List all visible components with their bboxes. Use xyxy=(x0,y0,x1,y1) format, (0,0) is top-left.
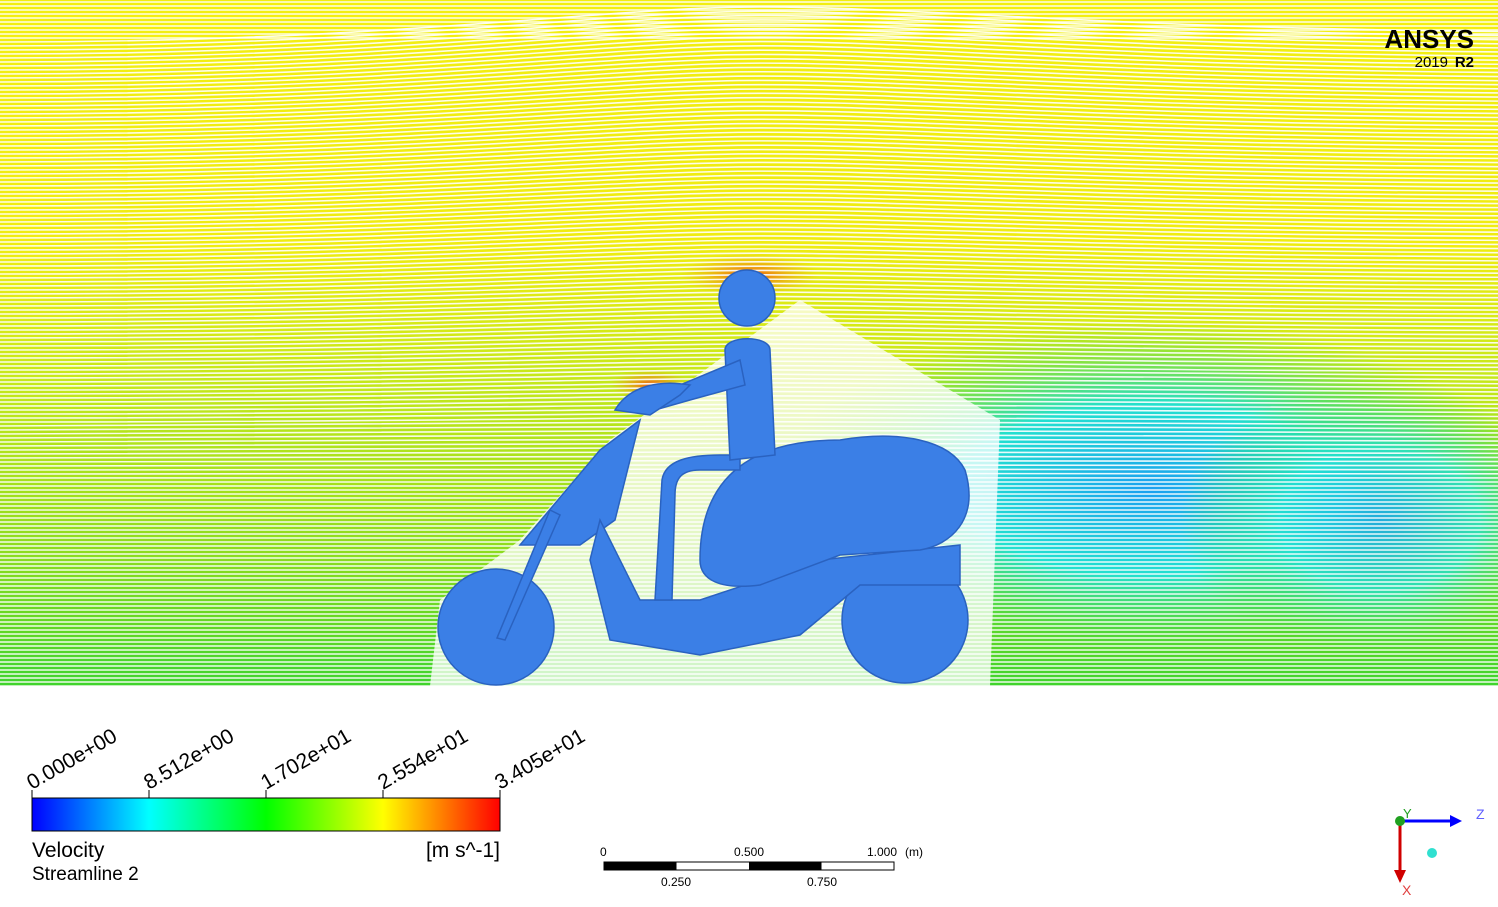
triad-label: Y xyxy=(1403,806,1412,821)
color-legend: 0.000e+00 8.512e+00 1.702e+01 2.554e+01 3.40… xyxy=(23,724,589,885)
streamline-gap xyxy=(0,14,1498,51)
scale-label: 0.250 xyxy=(661,875,691,889)
streamline-gap xyxy=(0,109,1498,139)
streamline-gap xyxy=(0,217,1498,239)
streamline-gap xyxy=(0,148,1498,175)
streamline-gap xyxy=(0,118,1498,147)
streamline-gap xyxy=(0,204,1498,227)
scale-bar: 0 0.500 1.000 (m) 0.250 0.750 xyxy=(600,845,923,889)
streamline-gap xyxy=(0,45,1498,79)
streamline-gap xyxy=(0,122,1498,151)
streamline-gap xyxy=(0,226,1498,247)
axis-triad: Y Z X xyxy=(1394,806,1485,898)
colorbar-label: 2.554e+01 xyxy=(374,724,472,794)
ansys-logo: ANSYS 2019 R2 xyxy=(1384,24,1474,71)
streamline-gap xyxy=(0,161,1498,187)
streamline-gap xyxy=(0,170,1498,195)
streamline-gap xyxy=(0,79,1498,111)
streamline-gap xyxy=(0,191,1498,215)
streamline-gap xyxy=(0,144,1498,171)
streamline-gap xyxy=(0,269,1498,287)
logo-brand: ANSYS xyxy=(1384,24,1474,54)
streamline-gap xyxy=(0,157,1498,183)
streamline-gap xyxy=(0,62,1498,95)
streamline-gap xyxy=(0,92,1498,123)
logo-release: R2 xyxy=(1455,54,1474,71)
legend-units: [m s^-1] xyxy=(426,839,500,862)
streamline-gap xyxy=(0,196,1498,219)
streamline-gap xyxy=(0,174,1498,199)
streamline-gap xyxy=(0,36,1498,71)
streamline-gap xyxy=(0,57,1498,91)
streamline-gap xyxy=(0,32,1498,67)
streamline-gap xyxy=(0,23,1498,59)
streamline-gap xyxy=(0,96,1498,127)
streamline-gap xyxy=(0,53,1498,87)
streamline-gap xyxy=(0,127,1498,155)
streamline-gap xyxy=(0,209,1498,231)
colorbar-label: 1.702e+01 xyxy=(257,724,355,794)
streamline-gap xyxy=(0,243,1498,263)
streamline-gap xyxy=(0,256,1498,275)
streamline-gap xyxy=(0,235,1498,255)
streamline-gap xyxy=(0,135,1498,163)
streamline-gap xyxy=(0,140,1498,167)
triad-label: X xyxy=(1402,882,1412,898)
streamline-gap xyxy=(0,261,1498,279)
scale-label: 0.750 xyxy=(807,875,837,889)
scale-unit: (m) xyxy=(905,845,923,859)
colorbar-label: 8.512e+00 xyxy=(140,724,238,794)
triad-label: Z xyxy=(1476,806,1485,822)
streamline-gap xyxy=(0,131,1498,159)
streamline-gap xyxy=(0,70,1498,103)
legend-object: Streamline 2 xyxy=(32,864,139,885)
scale-label: 0.500 xyxy=(734,845,764,859)
streamline-gap xyxy=(0,178,1498,203)
streamline-gap xyxy=(0,10,1498,47)
streamline-gap xyxy=(0,40,1498,75)
streamline-gap xyxy=(0,75,1498,107)
streamline-gap xyxy=(0,165,1498,191)
streamline-gap xyxy=(0,183,1498,207)
streamline-gap xyxy=(0,19,1498,55)
streamline-gap xyxy=(0,101,1498,131)
streamline-gap xyxy=(0,239,1498,259)
streamline-gap xyxy=(0,187,1498,211)
colorbar-label: 3.405e+01 xyxy=(491,724,589,794)
streamline-gap xyxy=(0,252,1498,271)
streamline-gap xyxy=(0,105,1498,135)
colorbar xyxy=(31,797,501,832)
colorbar-label: 0.000e+00 xyxy=(23,724,121,794)
scooter-model xyxy=(437,269,970,686)
streamline-gap xyxy=(0,248,1498,267)
streamline-gap xyxy=(0,265,1498,283)
streamline-gap xyxy=(0,6,1498,43)
streamline-gap xyxy=(0,27,1498,63)
scale-label: 1.000 xyxy=(867,845,897,859)
streamline-gap xyxy=(0,222,1498,243)
streamline-gap xyxy=(0,213,1498,235)
streamline-gap xyxy=(0,49,1498,83)
scale-label: 0 xyxy=(600,845,607,859)
streamline-gap xyxy=(0,66,1498,99)
streamline-gap xyxy=(0,230,1498,251)
streamline-gap xyxy=(0,153,1498,179)
streamline-gap xyxy=(0,114,1498,143)
streamline-gap xyxy=(0,88,1498,119)
streamline-gap xyxy=(0,325,1498,339)
logo-version: 2019 xyxy=(1415,54,1448,71)
streamline-gap xyxy=(0,83,1498,115)
streamline-gap xyxy=(0,200,1498,223)
legend-variable: Velocity xyxy=(32,839,105,862)
